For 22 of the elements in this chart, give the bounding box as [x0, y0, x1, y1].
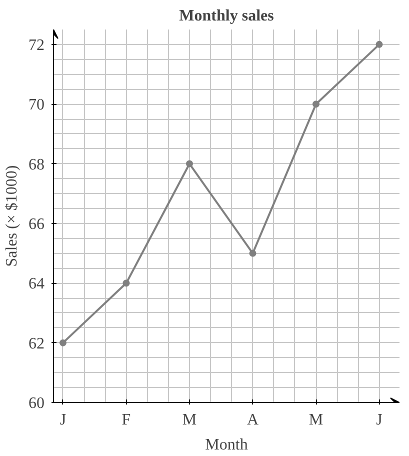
y-axis-title: Sales (× $1000) — [4, 165, 20, 267]
point — [186, 160, 193, 168]
x-tick-label: A — [246, 412, 259, 428]
x-tick-label: J — [60, 412, 66, 428]
point — [122, 280, 130, 287]
y-tick-label: 70 — [28, 96, 44, 114]
chart-title: Monthly sales — [179, 8, 274, 24]
point — [376, 40, 383, 48]
x-tick-label: M — [182, 412, 197, 428]
point — [59, 339, 66, 346]
y-tick-label: 66 — [28, 216, 44, 233]
y-tick-label: 68 — [28, 156, 44, 174]
x-axis-title: Month — [205, 436, 248, 454]
y-tick-label: 60 — [28, 395, 44, 412]
y-tick-label: 64 — [28, 276, 44, 293]
y-tick-label: 72 — [28, 36, 44, 54]
point — [312, 100, 320, 108]
y-tick-label: 62 — [28, 335, 44, 352]
x-tick-label: J — [376, 412, 382, 428]
x-tick-label: M — [308, 412, 324, 428]
point — [249, 250, 256, 257]
x-tick-label: F — [122, 412, 131, 428]
